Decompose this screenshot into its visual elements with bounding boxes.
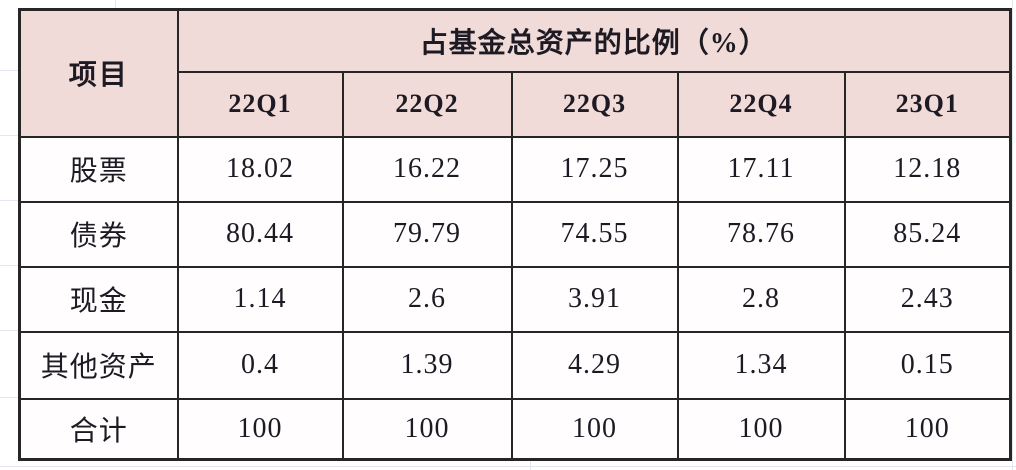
background-gridline <box>0 200 18 201</box>
cell-value: 17.25 <box>510 135 679 203</box>
column-header-22q4: 22Q4 <box>676 70 846 138</box>
cell-value: 100 <box>676 397 846 461</box>
cell-value: 0.15 <box>843 330 1012 400</box>
cell-value: 100 <box>341 397 513 461</box>
cell-value: 0.4 <box>176 330 344 400</box>
cell-value: 100 <box>843 397 1012 461</box>
column-header-22q2: 22Q2 <box>341 70 513 138</box>
background-gridline <box>0 466 1016 467</box>
group-header-proportion: 占基金总资产的比例（%） <box>176 8 1012 73</box>
row-label-bonds: 债券 <box>18 200 179 268</box>
cell-value: 1.39 <box>341 330 513 400</box>
cell-value: 2.8 <box>676 265 846 333</box>
row-label-cash: 现金 <box>18 265 179 333</box>
cell-value: 100 <box>510 397 679 461</box>
cell-value: 3.91 <box>510 265 679 333</box>
background-gridline <box>0 330 18 331</box>
table-row: 债券 80.44 79.79 74.55 78.76 85.24 <box>18 200 1012 268</box>
cell-value: 2.43 <box>843 265 1012 333</box>
cell-value: 12.18 <box>843 135 1012 203</box>
row-label-stocks: 股票 <box>18 135 179 203</box>
column-header-22q1: 22Q1 <box>176 70 344 138</box>
cell-value: 17.11 <box>676 135 846 203</box>
cell-value: 1.14 <box>176 265 344 333</box>
cell-value: 74.55 <box>510 200 679 268</box>
column-header-22q3: 22Q3 <box>510 70 679 138</box>
cell-value: 1.34 <box>676 330 846 400</box>
background-gridline <box>0 135 18 136</box>
cell-value: 2.6 <box>341 265 513 333</box>
row-label-total: 合计 <box>18 397 179 461</box>
table-row: 其他资产 0.4 1.39 4.29 1.34 0.15 <box>18 330 1012 400</box>
cell-value: 78.76 <box>676 200 846 268</box>
background-gridline <box>0 265 18 266</box>
cell-value: 79.79 <box>341 200 513 268</box>
background-gridline <box>0 70 18 71</box>
row-label-other-assets: 其他资产 <box>18 330 179 400</box>
background-gridline <box>530 458 531 470</box>
background-gridline <box>115 0 116 8</box>
column-header-23q1: 23Q1 <box>843 70 1012 138</box>
background-gridline <box>0 397 18 398</box>
fund-asset-table: 项目 占基金总资产的比例（%） 22Q1 22Q2 22Q3 22Q4 23Q1… <box>18 8 1013 461</box>
cell-value: 80.44 <box>176 200 344 268</box>
background-gridline <box>1012 0 1013 470</box>
table-row: 合计 100 100 100 100 100 <box>18 397 1012 461</box>
table-row: 现金 1.14 2.6 3.91 2.8 2.43 <box>18 265 1012 333</box>
cell-value: 100 <box>176 397 344 461</box>
cell-value: 4.29 <box>510 330 679 400</box>
table-row: 股票 18.02 16.22 17.25 17.11 12.18 <box>18 135 1012 203</box>
cell-value: 18.02 <box>176 135 344 203</box>
cell-value: 16.22 <box>341 135 513 203</box>
cell-value: 85.24 <box>843 200 1012 268</box>
corner-header-item: 项目 <box>18 8 179 138</box>
